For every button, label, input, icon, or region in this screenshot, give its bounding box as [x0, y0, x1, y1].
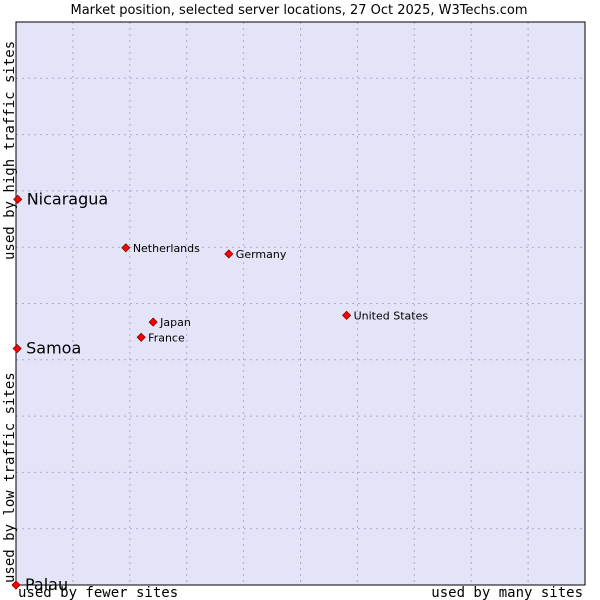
- x-axis-label-right: used by many sites: [431, 585, 583, 600]
- point-marker-netherlands: [121, 243, 131, 253]
- point-label-japan: Japan: [159, 316, 191, 329]
- point-marker-palau: [11, 580, 21, 590]
- y-axis-label-top: used by high traffic sites: [2, 41, 18, 260]
- point-label-france: France: [148, 331, 185, 344]
- point-marker-germany: [224, 249, 234, 259]
- point-marker-samoa: [12, 343, 22, 354]
- point-label-nicaragua: Nicaragua: [27, 189, 109, 208]
- point-label-united-states: United States: [354, 309, 429, 322]
- data-points: Nicaragua Netherlands Germany United States…: [11, 189, 429, 594]
- point-label-samoa: Samoa: [26, 339, 81, 358]
- point-label-germany: Germany: [236, 248, 287, 261]
- point-marker-nicaragua: [13, 194, 23, 204]
- plot-frame: [15, 21, 586, 586]
- chart-title: Market position, selected server locatio…: [70, 3, 527, 18]
- point-marker-france: [136, 332, 146, 342]
- point-marker-japan: [148, 317, 158, 327]
- point-label-netherlands: Netherlands: [133, 242, 200, 255]
- plot-area: [15, 21, 586, 586]
- x-axis-label-left: used by fewer sites: [18, 585, 178, 600]
- point-marker-united-states: [342, 310, 352, 320]
- point-label-palau: Palau: [25, 575, 68, 594]
- grid-lines: [16, 22, 585, 585]
- y-axis-label-bottom: used by low traffic sites: [2, 372, 18, 583]
